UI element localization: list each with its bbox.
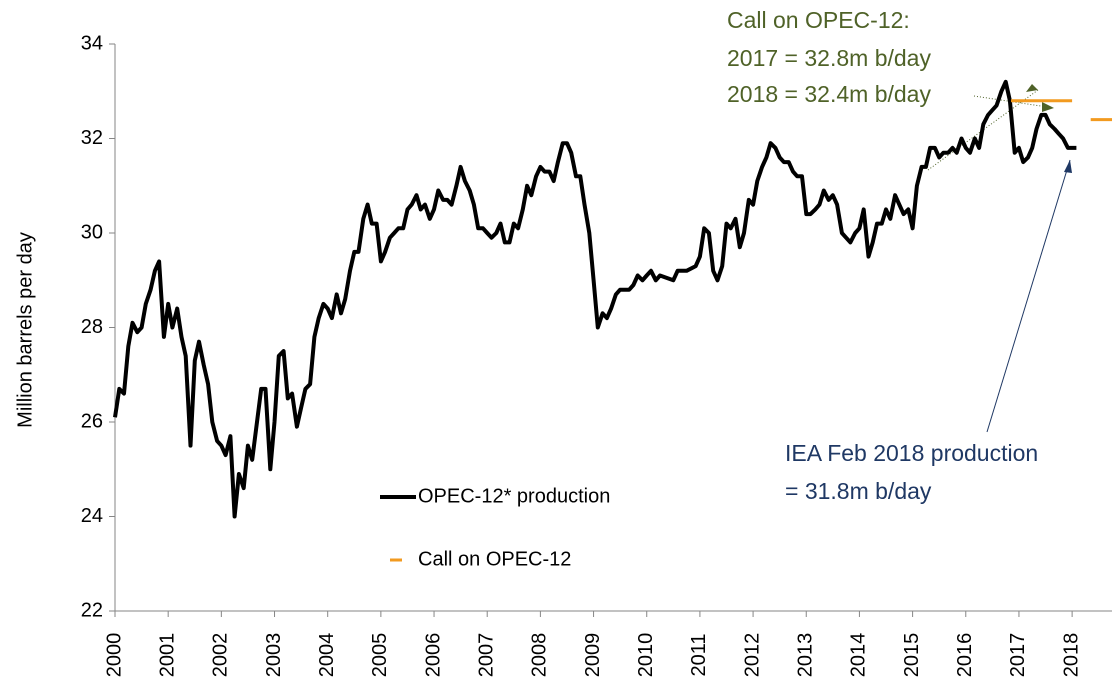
y-tick-label: 34 [81,32,103,54]
x-tick-label: 2006 [422,633,444,678]
annotation: Call on OPEC-12: [727,7,910,33]
x-tick-label: 2018 [1060,633,1082,678]
x-tick-label: 2004 [316,633,338,678]
x-tick-label: 2001 [156,633,178,678]
x-tick-label: 2012 [741,633,763,678]
x-tick-label: 2008 [529,633,551,678]
x-tick-label: 2013 [795,633,817,678]
y-tick-label: 28 [81,316,103,338]
y-tick-label: 24 [81,505,103,527]
y-tick-label: 32 [81,127,103,149]
y-tick-label: 26 [81,410,103,432]
x-tick-label: 2011 [688,633,710,676]
series-line [113,79,1077,519]
arrow-head [1026,84,1038,92]
x-tick-label: 2005 [369,633,391,678]
x-tick-label: 2017 [1007,633,1029,678]
y-tick-label: 30 [81,221,103,243]
x-tick-label: 2010 [635,633,657,678]
series-line [1011,99,1112,122]
x-tick-label: 2009 [582,633,604,678]
x-tick-label: 2003 [263,633,285,678]
annotation-arrow [986,159,1071,433]
arrow-head [1064,160,1072,173]
arrow-head [1042,102,1054,112]
legend-label: Call on OPEC-12 [418,548,571,570]
x-tick-label: 2014 [848,633,870,678]
x-tick-label: 2007 [475,633,497,678]
x-tick-label: 2015 [901,633,923,678]
x-tick-label: 2002 [210,633,232,678]
annotation: 2017 = 32.8m b/day [727,45,931,71]
annotation: 2018 = 32.4m b/day [727,81,931,107]
x-tick-label: 2000 [103,633,125,678]
annotation: IEA Feb 2018 production [785,440,1038,466]
x-tick-label: 2016 [954,633,976,678]
y-tick-label: 22 [81,599,103,621]
legend-label: OPEC-12* production [418,485,610,507]
annotation: = 31.8m b/day [785,478,932,504]
y-axis-label: Million barrels per day [14,232,36,428]
